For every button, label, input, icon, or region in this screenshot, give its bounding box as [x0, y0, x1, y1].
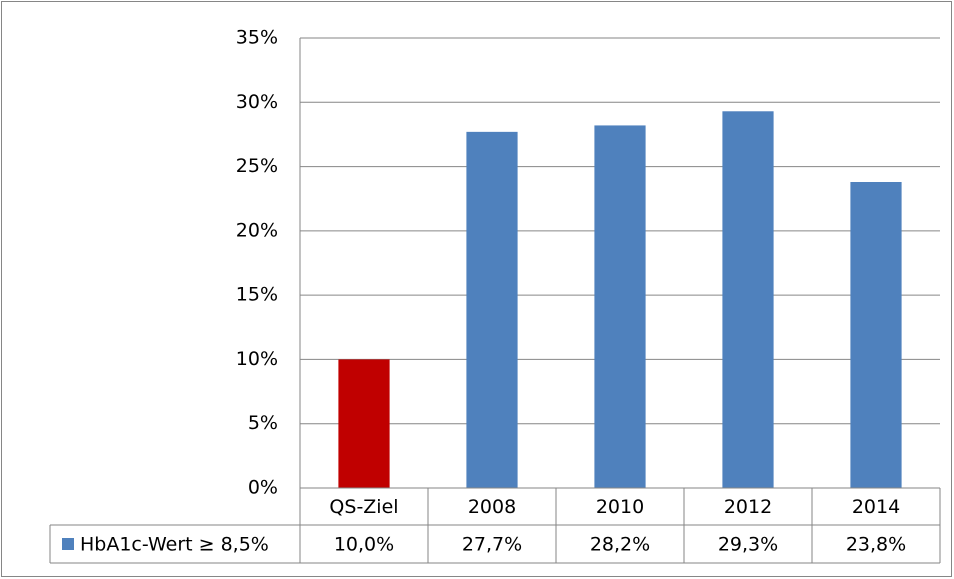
y-tick-label: 25% — [236, 155, 278, 177]
data-table-value: 28,2% — [590, 534, 650, 556]
bar — [850, 182, 902, 488]
data-table-value: 23,8% — [846, 534, 906, 556]
y-tick-label: 20% — [236, 219, 278, 241]
x-tick-label: 2014 — [852, 496, 900, 518]
data-table-value: 27,7% — [462, 534, 522, 556]
y-tick-label: 35% — [236, 27, 278, 49]
legend-swatch — [62, 538, 74, 550]
bar — [466, 131, 518, 488]
data-table-value: 10,0% — [334, 534, 394, 556]
y-tick-label: 5% — [248, 412, 278, 434]
y-tick-label: 15% — [236, 284, 278, 306]
legend-label: HbA1c-Wert ≥ 8,5% — [80, 534, 269, 556]
x-tick-label: 2010 — [596, 496, 644, 518]
bar — [338, 359, 390, 488]
x-tick-label: QS-Ziel — [329, 496, 398, 518]
bar — [722, 111, 774, 489]
data-table-value: 29,3% — [718, 534, 778, 556]
bar — [594, 125, 646, 488]
x-tick-label: 2008 — [468, 496, 516, 518]
x-tick-label: 2012 — [724, 496, 772, 518]
y-tick-label: 0% — [248, 477, 278, 499]
y-tick-label: 30% — [236, 91, 278, 113]
y-tick-label: 10% — [236, 348, 278, 370]
